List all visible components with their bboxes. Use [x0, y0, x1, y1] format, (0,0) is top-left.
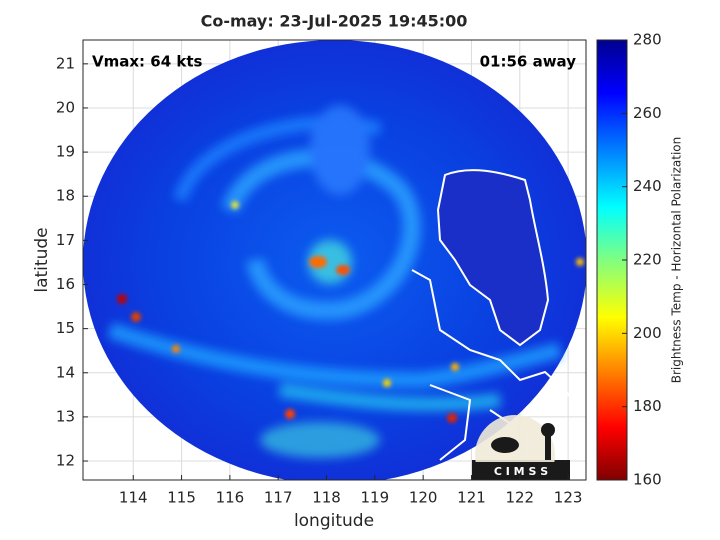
x-tick-label: 114: [119, 489, 148, 507]
x-tick-label: 117: [264, 489, 293, 507]
y-tick-label: 20: [56, 98, 75, 116]
colorbar-tick-label: 180: [633, 397, 662, 415]
colorbar-tick-label: 220: [633, 251, 662, 269]
x-tick-label: 121: [457, 489, 486, 507]
x-tick-label: 123: [554, 489, 583, 507]
colorbar-tick-label: 280: [633, 31, 662, 49]
y-tick-label: 15: [56, 319, 75, 337]
x-tick-label: 119: [361, 489, 390, 507]
y-tick-label: 12: [56, 452, 75, 470]
x-tick-label: 120: [409, 489, 438, 507]
annotation: Vmax: 64 kts: [92, 53, 202, 71]
x-tick-label: 122: [505, 489, 534, 507]
colorbar-tick-label: 200: [633, 324, 662, 342]
y-tick-label: 13: [56, 407, 75, 425]
colorbar-tick-label: 240: [633, 177, 662, 195]
plot-frame: [82, 39, 587, 481]
x-tick-label: 115: [167, 489, 196, 507]
x-tick-label: 118: [312, 489, 341, 507]
y-tick-label: 14: [56, 363, 75, 381]
chart-title: Co-may: 23-Jul-2025 19:45:00: [201, 12, 468, 31]
y-tick-label: 16: [56, 275, 75, 293]
logo-text: C I M S S: [494, 465, 548, 478]
logo: C I M S S: [472, 415, 570, 480]
colorbar-tick-label: 260: [633, 104, 662, 122]
y-tick-label: 21: [56, 54, 75, 72]
colorbar-label: Brightness Temp - Horizontal Polarizatio…: [670, 137, 684, 384]
y-tick-label: 17: [56, 231, 75, 249]
x-axis-label: longitude: [294, 511, 374, 531]
y-axis-label: latitude: [32, 227, 52, 292]
y-tick-label: 18: [56, 187, 75, 205]
y-tick-label: 19: [56, 143, 75, 161]
x-tick-label: 116: [216, 489, 245, 507]
storm-image: C I M S S: [83, 40, 586, 480]
annotation: 01:56 away: [480, 53, 577, 71]
colorbar-tick-label: 160: [633, 471, 662, 489]
